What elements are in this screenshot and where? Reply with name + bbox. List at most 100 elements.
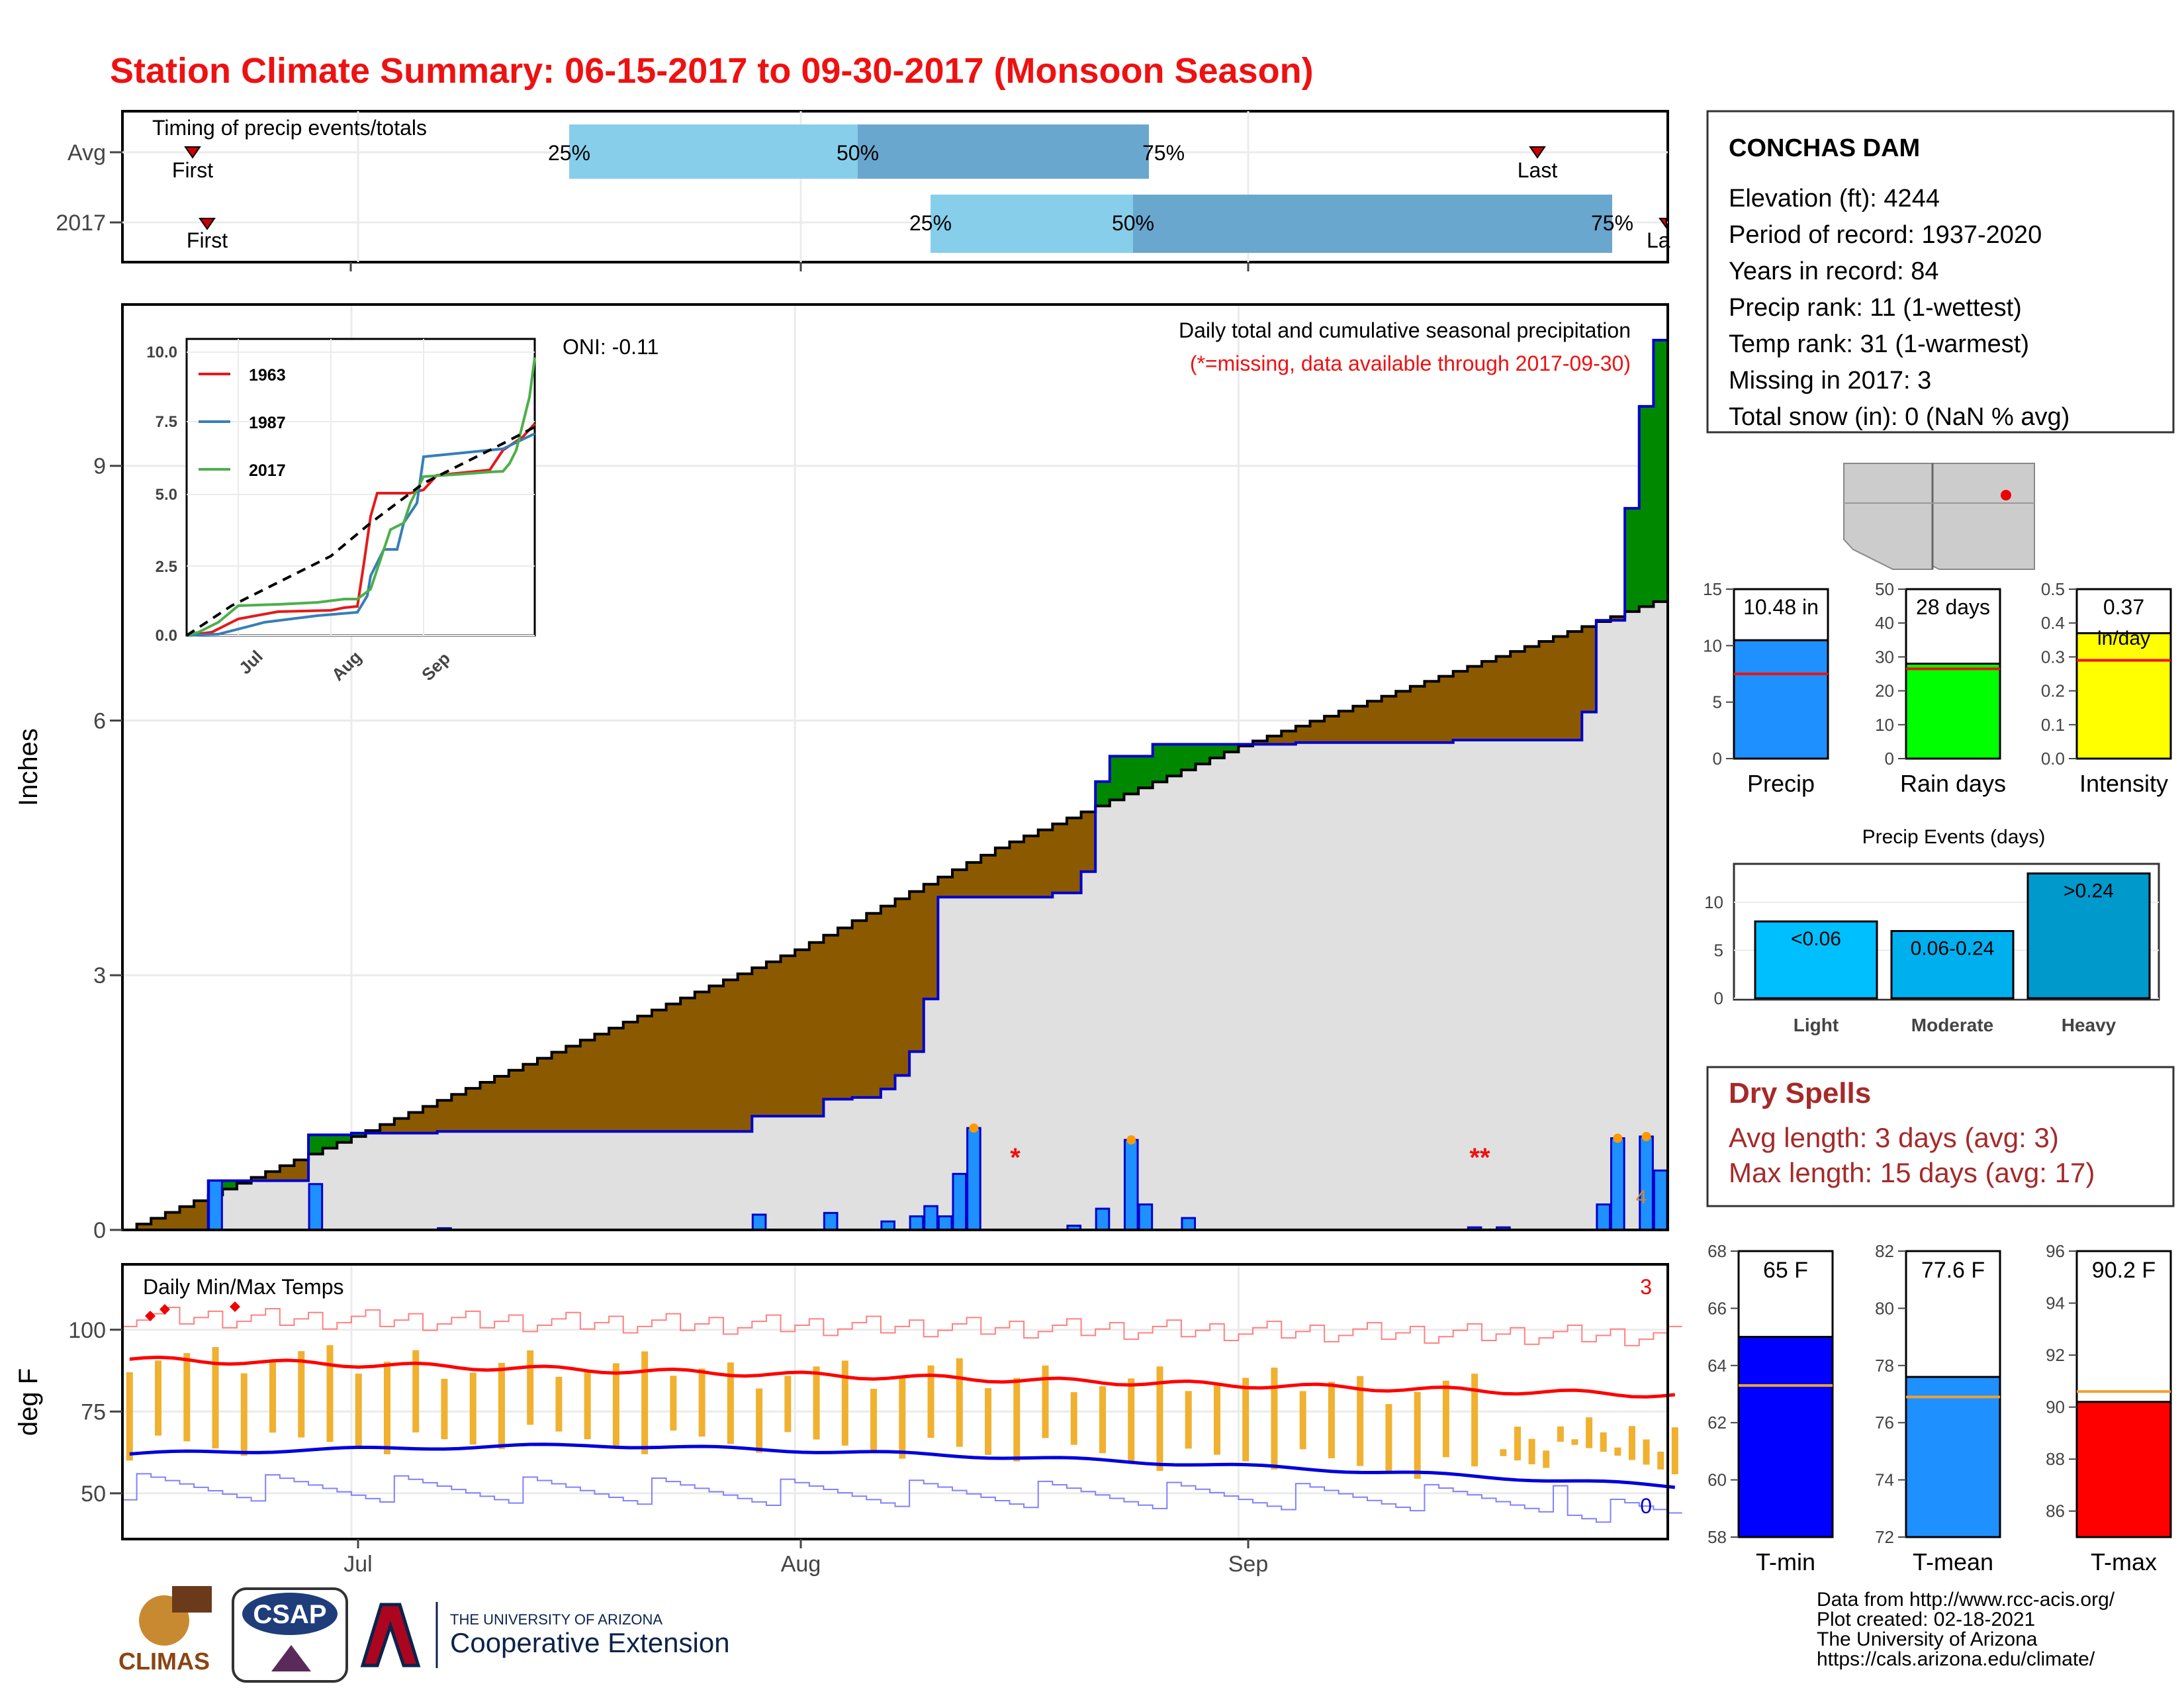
daily-temp-bar: [1414, 1391, 1421, 1479]
daily-temp-bar: [1156, 1366, 1163, 1472]
temp-summary-ytick: 74: [1875, 1470, 1894, 1490]
daily-temp-bar: [1657, 1451, 1664, 1470]
inset-series-2017: [186, 357, 536, 637]
temp-summary-ytick: 66: [1707, 1298, 1727, 1318]
daily-precip-bar: [208, 1180, 223, 1231]
temp-summary-ytick: 62: [1707, 1413, 1727, 1432]
temp-summary-ytick: 80: [1875, 1298, 1894, 1318]
credit-line: The University of Arizona: [1817, 1628, 2038, 1650]
temp-summary-ytick: 72: [1875, 1527, 1894, 1547]
daily-temp-bar: [1128, 1378, 1135, 1463]
daily-temp-bar: [355, 1374, 362, 1448]
timing-avg-last: Last: [1518, 158, 1558, 182]
temp-summary-ytick: 60: [1707, 1470, 1727, 1490]
cumulative-2017-line: [122, 338, 1668, 1231]
daily-temp-bar: [155, 1360, 162, 1436]
station-line: Elevation (ft): 4244: [1729, 185, 1940, 212]
timing-2017-q2: [1133, 195, 1612, 253]
timing-2017-q1: [931, 195, 1133, 253]
temp-summary-ytick: 76: [1875, 1413, 1894, 1432]
events-category: Light: [1794, 1015, 1839, 1035]
temp-ytick: 50: [81, 1481, 106, 1507]
daily-temp-bar: [784, 1376, 792, 1432]
temp-ytick: 100: [68, 1318, 106, 1343]
temp-summary-bar: [1905, 1376, 2001, 1538]
inset-series-1963: [186, 422, 536, 637]
precip-ytick: 9: [93, 454, 106, 479]
events-bar: [1890, 930, 2015, 1000]
record-count-label: 4: [1636, 1186, 1647, 1208]
summary-label: Intensity: [2079, 770, 2168, 797]
avg-tmax-line: [129, 1355, 1676, 1399]
summary-ytick: 0.1: [2041, 715, 2065, 735]
station-line: Precip rank: 11 (1-wettest): [1729, 294, 2022, 322]
temp-summary-ytick: 64: [1707, 1356, 1727, 1376]
precip-ylabel: Inches: [14, 728, 43, 806]
daily-precip-bar: [1596, 1203, 1612, 1231]
timing-2017-p25: 25%: [909, 211, 952, 235]
daily-temp-bar: [1643, 1439, 1650, 1465]
missing-marker: **: [1469, 1143, 1490, 1172]
csap-logo: CSAP: [232, 1587, 348, 1683]
events-category: Heavy: [2062, 1015, 2116, 1035]
daily-temp-bar: [1614, 1447, 1621, 1456]
precip-ytick: 0: [93, 1218, 106, 1243]
daily-temp-bar: [927, 1365, 934, 1438]
temp-summary-ytick: 96: [2046, 1241, 2065, 1261]
daily-temp-bar: [212, 1347, 219, 1449]
oni-label: ONI: -0.11: [563, 335, 659, 359]
events-ytick: 0: [1714, 988, 1723, 1008]
station-location-marker: [2001, 490, 2011, 500]
temp-summary-ytick: 58: [1707, 1527, 1727, 1547]
daily-temp-bar: [441, 1378, 448, 1440]
events-bar-label: 0.06-0.24: [1911, 938, 1995, 960]
inset-legend-1963: 1963: [249, 366, 286, 385]
daily-temp-bar: [555, 1376, 563, 1432]
summary-label: Precip: [1747, 770, 1815, 797]
temp-summary-ytick: 78: [1875, 1356, 1894, 1376]
summary-bars: 0 5 10 15 10.48 in Precip 0 10 20 30 40 50 28 days Ra…: [1703, 579, 2172, 797]
summary-ytick: 0.4: [2041, 613, 2065, 633]
summary-bar: [2075, 632, 2172, 760]
daily-temp-bar: [813, 1366, 820, 1440]
timing-label: Timing of precip events/totals: [152, 116, 427, 140]
timing-avg-first: First: [172, 158, 213, 182]
summary-ytick: 40: [1875, 613, 1894, 633]
timing-2017-last: La: [1647, 228, 1670, 252]
daily-temp-bar: [870, 1389, 878, 1452]
daily-temp-bar: [1500, 1449, 1507, 1456]
daily-temp-bar: [1471, 1374, 1479, 1467]
last-marker-icon: [1529, 146, 1546, 159]
daily-temp-bar: [1099, 1386, 1106, 1454]
events-bar: [2026, 872, 2151, 1000]
record-max-line: [122, 1307, 1682, 1346]
temp-summary-ytick: 90: [2046, 1397, 2065, 1417]
temp-summary-bar: [2075, 1401, 2172, 1538]
dry-spells-line: Max length: 15 days (avg: 17): [1729, 1157, 2095, 1188]
record-min-line: [122, 1473, 1682, 1523]
location-map: [1843, 463, 2035, 570]
temp-title: Daily Min/Max Temps: [143, 1275, 343, 1299]
temp-summary-value: 65 F: [1763, 1258, 1808, 1283]
daily-temp-bar: [1442, 1380, 1449, 1458]
summary-ytick: 0.2: [2041, 681, 2065, 701]
daily-temp-bar: [326, 1345, 334, 1442]
daily-temp-bar: [756, 1388, 763, 1453]
summary-value: 10.48 in: [1743, 595, 1819, 619]
station-name: CONCHAS DAM: [1729, 134, 1920, 162]
daily-temp-bar: [1514, 1427, 1521, 1461]
precip-events-chart: Precip Events (days) 0 5 10 <0.06 Light 0.06-…: [1704, 826, 2160, 1035]
credit-line: https://cals.arizona.edu/climate/: [1817, 1648, 2095, 1670]
daily-temp-bar: [126, 1372, 133, 1461]
daily-precip-bar: [1123, 1139, 1139, 1231]
inset-series-1987: [186, 432, 535, 637]
timing-avg-p50: 50%: [837, 141, 879, 165]
summary-ytick: 0.5: [2041, 579, 2065, 599]
summary-ytick: 0.0: [2041, 749, 2065, 769]
daily-precip-bar: [937, 1215, 953, 1231]
inset-legend-1987: 1987: [249, 414, 286, 432]
daily-precip-bar: [308, 1183, 324, 1231]
timing-panel: Timing of precip events/totals Avg 2017 …: [56, 110, 1670, 271]
daily-temp-bar: [1042, 1365, 1049, 1438]
